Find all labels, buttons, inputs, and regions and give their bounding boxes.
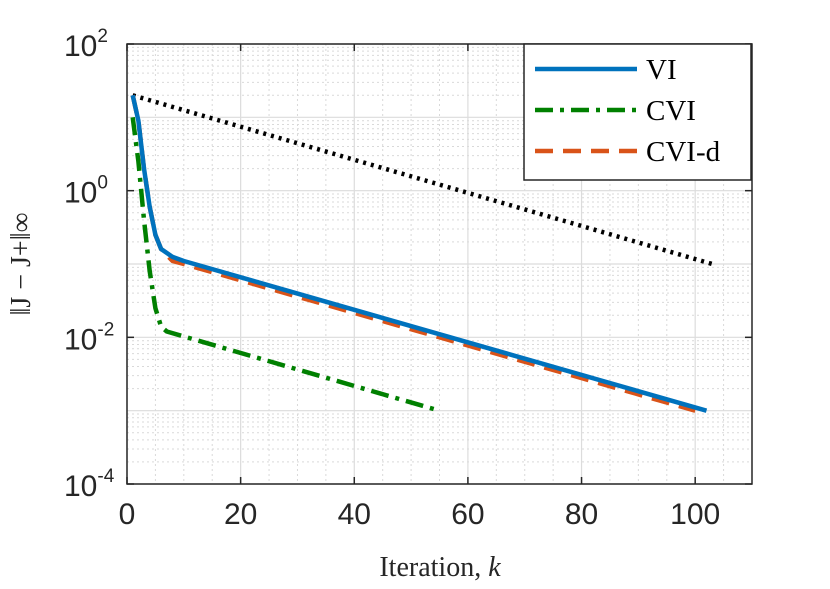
series-line-cvi	[130, 117, 441, 413]
x-tick-label: 0	[119, 498, 136, 531]
x-axis: 0 20 40 60 80 100	[119, 44, 720, 531]
legend-entry-cvi: CVI	[535, 95, 696, 127]
x-tick-label: 20	[224, 498, 257, 531]
plot-frame	[126, 43, 753, 485]
legend: VI CVI CVI-d	[523, 43, 752, 181]
legend-label: CVI-d	[646, 136, 721, 168]
legend-label: VI	[646, 54, 677, 86]
y-tick-label: 102	[64, 26, 108, 63]
legend-entry-cvi-d: CVI-d	[535, 136, 721, 168]
x-axis-label: Iteration, k	[379, 552, 501, 583]
y-tick-label: 100	[64, 173, 108, 210]
legend-label: CVI	[646, 95, 696, 127]
x-tick-label: 60	[451, 498, 484, 531]
y-tick-label: 10-4	[64, 466, 115, 503]
y-tick-label: 10-2	[64, 319, 114, 356]
series-layer	[130, 93, 713, 413]
x-tick-label: 40	[338, 498, 371, 531]
series-line-vi	[130, 94, 708, 413]
y-axis-label: ‖J − J+‖∞	[6, 212, 37, 315]
x-tick-label: 100	[670, 498, 720, 531]
legend-entry-vi: VI	[535, 54, 677, 86]
x-tick-label: 80	[565, 498, 598, 531]
y-axis: 102 100 10-2 10-4	[64, 26, 752, 503]
